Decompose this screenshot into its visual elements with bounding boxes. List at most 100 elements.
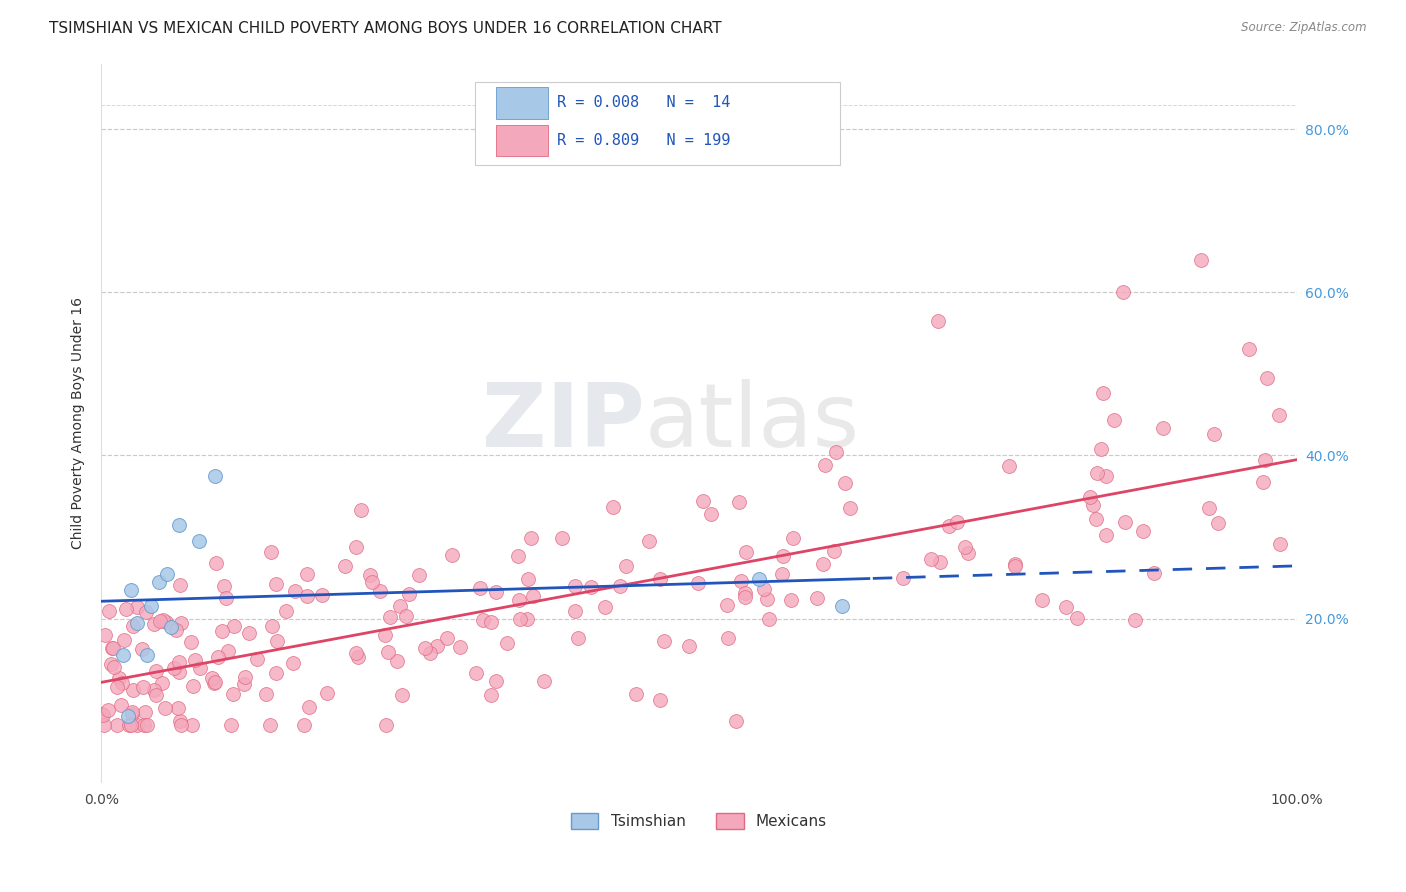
Point <box>567 631 589 645</box>
Point <box>770 566 793 581</box>
Point <box>149 614 172 628</box>
Point <box>170 615 193 630</box>
Point <box>344 646 367 660</box>
Point <box>152 613 174 627</box>
Point <box>115 602 138 616</box>
Point <box>734 586 756 600</box>
Point <box>254 687 277 701</box>
Point <box>1254 452 1277 467</box>
Point <box>125 599 148 614</box>
Point <box>165 624 187 638</box>
Point <box>470 581 492 595</box>
Point <box>214 591 236 606</box>
Point <box>755 592 778 607</box>
Point <box>201 671 224 685</box>
Point <box>143 683 166 698</box>
Point <box>259 545 281 559</box>
Point <box>134 705 156 719</box>
Point <box>105 717 128 731</box>
Point <box>927 314 949 328</box>
Point <box>211 624 233 638</box>
Point <box>609 579 631 593</box>
Point <box>602 500 624 514</box>
Point <box>233 670 256 684</box>
Point <box>375 717 398 731</box>
Point <box>648 692 671 706</box>
Point <box>120 717 142 731</box>
Point <box>145 665 167 679</box>
Point <box>496 636 519 650</box>
Point <box>141 599 163 614</box>
Point <box>217 643 239 657</box>
Point <box>725 714 748 729</box>
Point <box>389 599 412 613</box>
Point <box>110 698 132 712</box>
Point <box>1267 408 1289 422</box>
Point <box>167 655 190 669</box>
Point <box>117 709 139 723</box>
Point <box>1132 524 1154 538</box>
Point <box>946 516 969 530</box>
Point <box>297 589 319 603</box>
Point <box>1237 343 1260 357</box>
Point <box>727 495 749 509</box>
Point <box>779 592 801 607</box>
Point <box>1112 285 1135 300</box>
Point <box>121 706 143 721</box>
Point <box>135 605 157 619</box>
Point <box>135 648 157 663</box>
Point <box>207 649 229 664</box>
Point <box>1102 413 1125 427</box>
Point <box>333 559 356 574</box>
Point <box>1095 468 1118 483</box>
Point <box>107 680 129 694</box>
Point <box>180 635 202 649</box>
Point <box>221 687 243 701</box>
Point <box>202 676 225 690</box>
Point <box>593 600 616 615</box>
Point <box>998 458 1021 473</box>
Point <box>692 494 714 508</box>
Point <box>782 531 804 545</box>
Point <box>284 584 307 599</box>
Point <box>167 517 190 532</box>
Point <box>108 671 131 685</box>
Point <box>262 619 284 633</box>
Y-axis label: Child Poverty Among Boys Under 16: Child Poverty Among Boys Under 16 <box>72 297 86 549</box>
Point <box>533 673 555 688</box>
Point <box>205 556 228 570</box>
Point <box>509 612 531 626</box>
Point <box>1094 528 1116 542</box>
Point <box>224 618 246 632</box>
FancyBboxPatch shape <box>475 82 839 164</box>
Point <box>956 546 979 560</box>
Point <box>350 503 373 517</box>
Text: TSIMSHIAN VS MEXICAN CHILD POVERTY AMONG BOYS UNDER 16 CORRELATION CHART: TSIMSHIAN VS MEXICAN CHILD POVERTY AMONG… <box>49 21 721 36</box>
Point <box>311 588 333 602</box>
Point <box>170 717 193 731</box>
Point <box>94 628 117 642</box>
Point <box>127 717 149 731</box>
Point <box>626 687 648 701</box>
Point <box>1078 491 1101 505</box>
Point <box>188 534 211 549</box>
Point <box>97 703 120 717</box>
Point <box>953 540 976 554</box>
Point <box>824 445 846 459</box>
Text: ZIP: ZIP <box>482 379 645 467</box>
Point <box>163 661 186 675</box>
Point <box>145 688 167 702</box>
Point <box>1143 566 1166 580</box>
FancyBboxPatch shape <box>496 87 548 119</box>
Legend: Tsimshian, Mexicans: Tsimshian, Mexicans <box>565 806 832 835</box>
Point <box>184 653 207 667</box>
Point <box>155 615 177 629</box>
Point <box>419 647 441 661</box>
Point <box>276 604 298 618</box>
Point <box>834 476 856 491</box>
Point <box>295 567 318 582</box>
Point <box>485 674 508 689</box>
Point <box>408 568 430 582</box>
Point <box>344 541 367 555</box>
Point <box>387 654 409 668</box>
